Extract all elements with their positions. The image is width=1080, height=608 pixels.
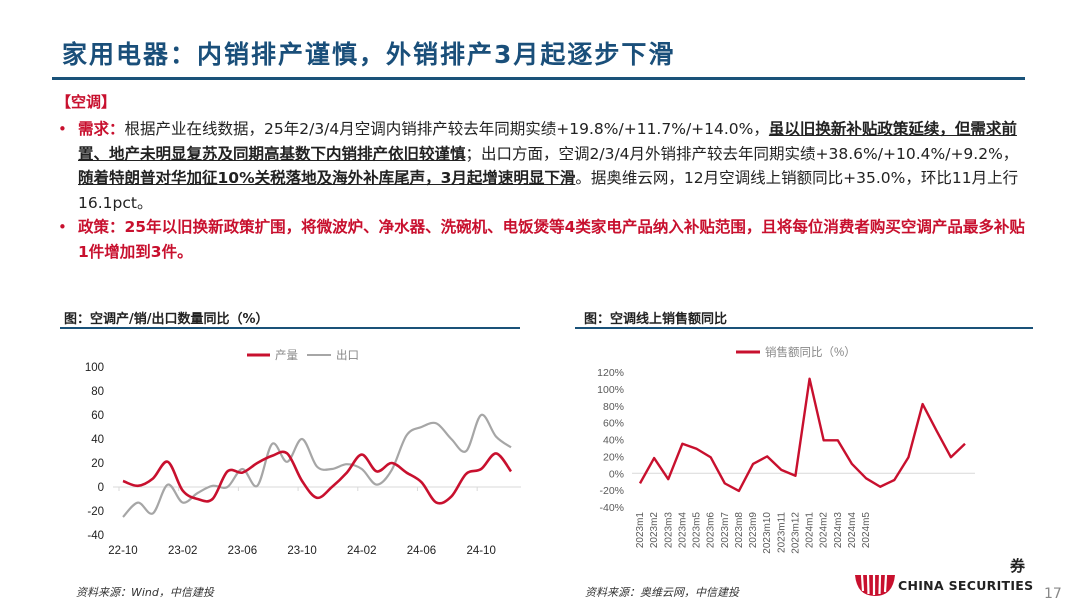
svg-text:20: 20 — [91, 458, 104, 470]
svg-text:23-06: 23-06 — [228, 545, 257, 557]
svg-text:24-06: 24-06 — [407, 545, 436, 557]
svg-text:2023m11: 2023m11 — [776, 512, 787, 553]
body-text: • 需求：根据产业在线数据，25年2/3/4月空调内销排产较去年同期实绩+19.… — [56, 117, 1026, 264]
svg-text:120%: 120% — [597, 367, 624, 379]
svg-text:40%: 40% — [603, 435, 624, 447]
svg-text:2023m6: 2023m6 — [706, 512, 717, 549]
bullet-dot-icon: • — [58, 218, 67, 236]
svg-text:0%: 0% — [609, 468, 624, 480]
china-securities-logo-icon — [855, 574, 895, 596]
policy-text: 政策：25年以旧换新政策扩围，将微波炉、净水器、洗碗机、电饭煲等4类家电产品纳入… — [78, 218, 1025, 261]
demand-text-underlined-1: 虽以旧换新补贴政策延续，但需求前置、地产未明显复苏及同期高基数下内销排产依旧较谨… — [78, 120, 1017, 163]
svg-text:2023m8: 2023m8 — [734, 512, 745, 549]
svg-text:2024m4: 2024m4 — [847, 512, 858, 549]
svg-text:2023m7: 2023m7 — [720, 512, 731, 549]
svg-text:24-10: 24-10 — [466, 545, 495, 557]
bullet-dot-icon: • — [58, 120, 67, 138]
demand-label: 需求： — [78, 120, 125, 138]
bullet-demand: • 需求：根据产业在线数据，25年2/3/4月空调内销排产较去年同期实绩+19.… — [56, 117, 1026, 215]
logo-brand-text: CHINA SECURITIES — [898, 578, 1034, 593]
svg-text:2023m3: 2023m3 — [663, 512, 674, 549]
svg-text:2024m1: 2024m1 — [805, 512, 816, 549]
svg-text:2024m5: 2024m5 — [861, 512, 872, 549]
svg-text:2023m9: 2023m9 — [748, 512, 759, 549]
svg-text:2023m5: 2023m5 — [692, 512, 703, 549]
svg-text:-20%: -20% — [599, 485, 624, 497]
svg-text:2023m1: 2023m1 — [635, 512, 646, 549]
svg-text:销售额同比（%）: 销售额同比（%） — [765, 345, 856, 359]
right-chart-title: 图：空调线上销售额同比 — [584, 312, 728, 327]
svg-text:2024m2: 2024m2 — [819, 512, 830, 549]
bullet-policy: • 政策：25年以旧换新政策扩围，将微波炉、净水器、洗碗机、电饭煲等4类家电产品… — [56, 215, 1026, 264]
svg-text:22-10: 22-10 — [108, 545, 137, 557]
svg-text:40: 40 — [91, 434, 104, 446]
svg-text:100: 100 — [85, 362, 104, 374]
svg-text:20%: 20% — [603, 451, 624, 463]
svg-text:-20: -20 — [87, 506, 104, 518]
left-chart-title: 图：空调产/销/出口数量同比（%） — [64, 312, 269, 327]
demand-text-3: 。据奥维云网，12月空调线上销额同比+35.0%，环比11月上行16.1pct。 — [78, 169, 1019, 212]
left-line-chart: 100 80 60 40 20 0 -20 -40 22-10 23-02 23-06 23-10 24… — [85, 348, 521, 557]
demand-text-1: 根据产业在线数据，25年2/3/4月空调内销排产较去年同期实绩+19.8%/+1… — [124, 120, 769, 138]
svg-text:80%: 80% — [603, 401, 624, 413]
svg-text:0: 0 — [98, 482, 104, 494]
left-chart-divider — [60, 327, 520, 329]
svg-text:100%: 100% — [597, 384, 624, 396]
logo-brand-char: 券 — [1010, 557, 1026, 575]
right-chart-divider — [575, 327, 1033, 329]
right-line-chart: 120%100%80%60%40%20%0%-20%-40%2023m1 2023… — [597, 345, 975, 554]
svg-text:23-02: 23-02 — [168, 545, 197, 557]
svg-text:2023m4: 2023m4 — [677, 512, 688, 549]
section-tag: 【空调】 — [56, 93, 117, 111]
title-divider — [52, 77, 1025, 80]
svg-text:60%: 60% — [603, 418, 624, 430]
svg-text:2023m2: 2023m2 — [649, 512, 660, 549]
svg-text:-40%: -40% — [599, 502, 624, 514]
svg-text:23-10: 23-10 — [287, 545, 316, 557]
svg-text:-40: -40 — [87, 530, 104, 542]
svg-text:2023m10: 2023m10 — [762, 512, 773, 554]
page-number: 17 — [1044, 586, 1062, 602]
demand-text-2: ；出口方面，空调2/3/4月外销排产较去年同期实绩+38.6%/+10.4%/+… — [465, 144, 1019, 163]
demand-text-underlined-2: 随着特朗普对华加征10%关税落地及海外补库尾声，3月起增速明显下滑 — [78, 169, 576, 187]
right-chart-source: 资料来源：奥维云网，中信建投 — [585, 586, 739, 599]
left-chart-source: 资料来源：Wind，中信建投 — [76, 586, 214, 599]
svg-text:出口: 出口 — [336, 348, 359, 362]
svg-text:24-02: 24-02 — [347, 545, 376, 557]
svg-text:产量: 产量 — [275, 348, 298, 362]
svg-text:2024m3: 2024m3 — [833, 512, 844, 549]
svg-text:2023m12: 2023m12 — [790, 512, 801, 554]
svg-text:60: 60 — [91, 410, 104, 422]
svg-text:80: 80 — [91, 386, 104, 398]
page-title: 家用电器：内销排产谨慎，外销排产3月起逐步下滑 — [62, 40, 676, 69]
